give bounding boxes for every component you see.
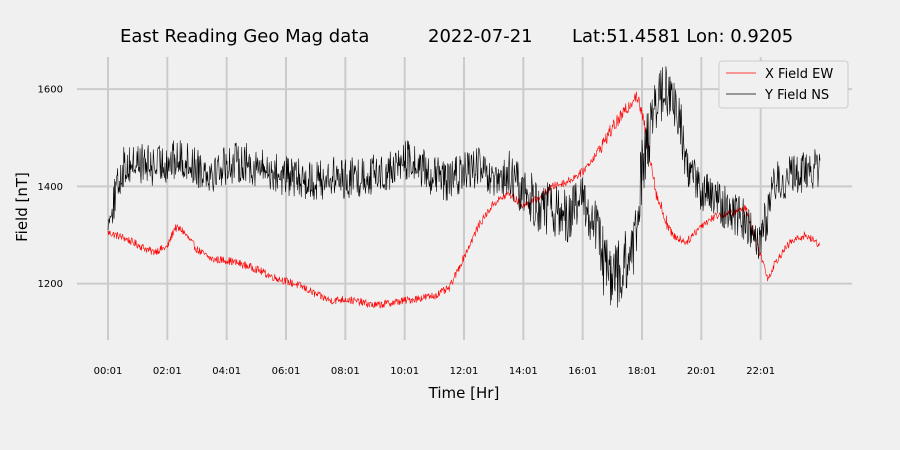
x-tick-label: 00:01: [94, 366, 123, 377]
title-coords: Lat:51.4581 Lon: 0.9205: [572, 26, 793, 47]
x-tick-label: 06:01: [272, 366, 301, 377]
x-axis-ticks: 00:01 02:01 04:01 06:01 08:01 10:01 12:01 14:01…: [94, 366, 775, 377]
x-axis-label: Time [Hr]: [428, 384, 500, 402]
y-tick-label: 1400: [38, 182, 63, 193]
legend-label-y-field: Y Field NS: [764, 88, 829, 103]
x-tick-label: 02:01: [153, 366, 182, 377]
x-tick-label: 18:01: [628, 366, 657, 377]
y-tick-label: 1600: [38, 85, 63, 96]
x-tick-label: 14:01: [509, 366, 538, 377]
y-tick-label: 1200: [38, 279, 63, 290]
chart-title: East Reading Geo Mag data 2022-07-21 Lat…: [120, 26, 793, 47]
y-axis-ticks: 1200 1400 1600: [38, 85, 63, 291]
legend-label-x-field: X Field EW: [765, 67, 833, 82]
x-tick-label: 22:01: [746, 366, 775, 377]
x-tick-label: 16:01: [568, 366, 597, 377]
title-station: East Reading Geo Mag data: [120, 26, 369, 47]
series-line-x-field: [107, 91, 821, 309]
legend: X Field EW Y Field NS: [718, 60, 849, 109]
series-line-y-field: [107, 66, 821, 308]
x-tick-label: 10:01: [390, 366, 419, 377]
x-tick-label: 12:01: [450, 366, 479, 377]
x-tick-label: 20:01: [687, 366, 716, 377]
series-layer: [107, 66, 821, 309]
title-date: 2022-07-21: [428, 26, 533, 47]
y-axis-label: Field [nT]: [13, 172, 31, 242]
x-tick-label: 04:01: [212, 366, 241, 377]
x-tick-label: 08:01: [331, 366, 360, 377]
